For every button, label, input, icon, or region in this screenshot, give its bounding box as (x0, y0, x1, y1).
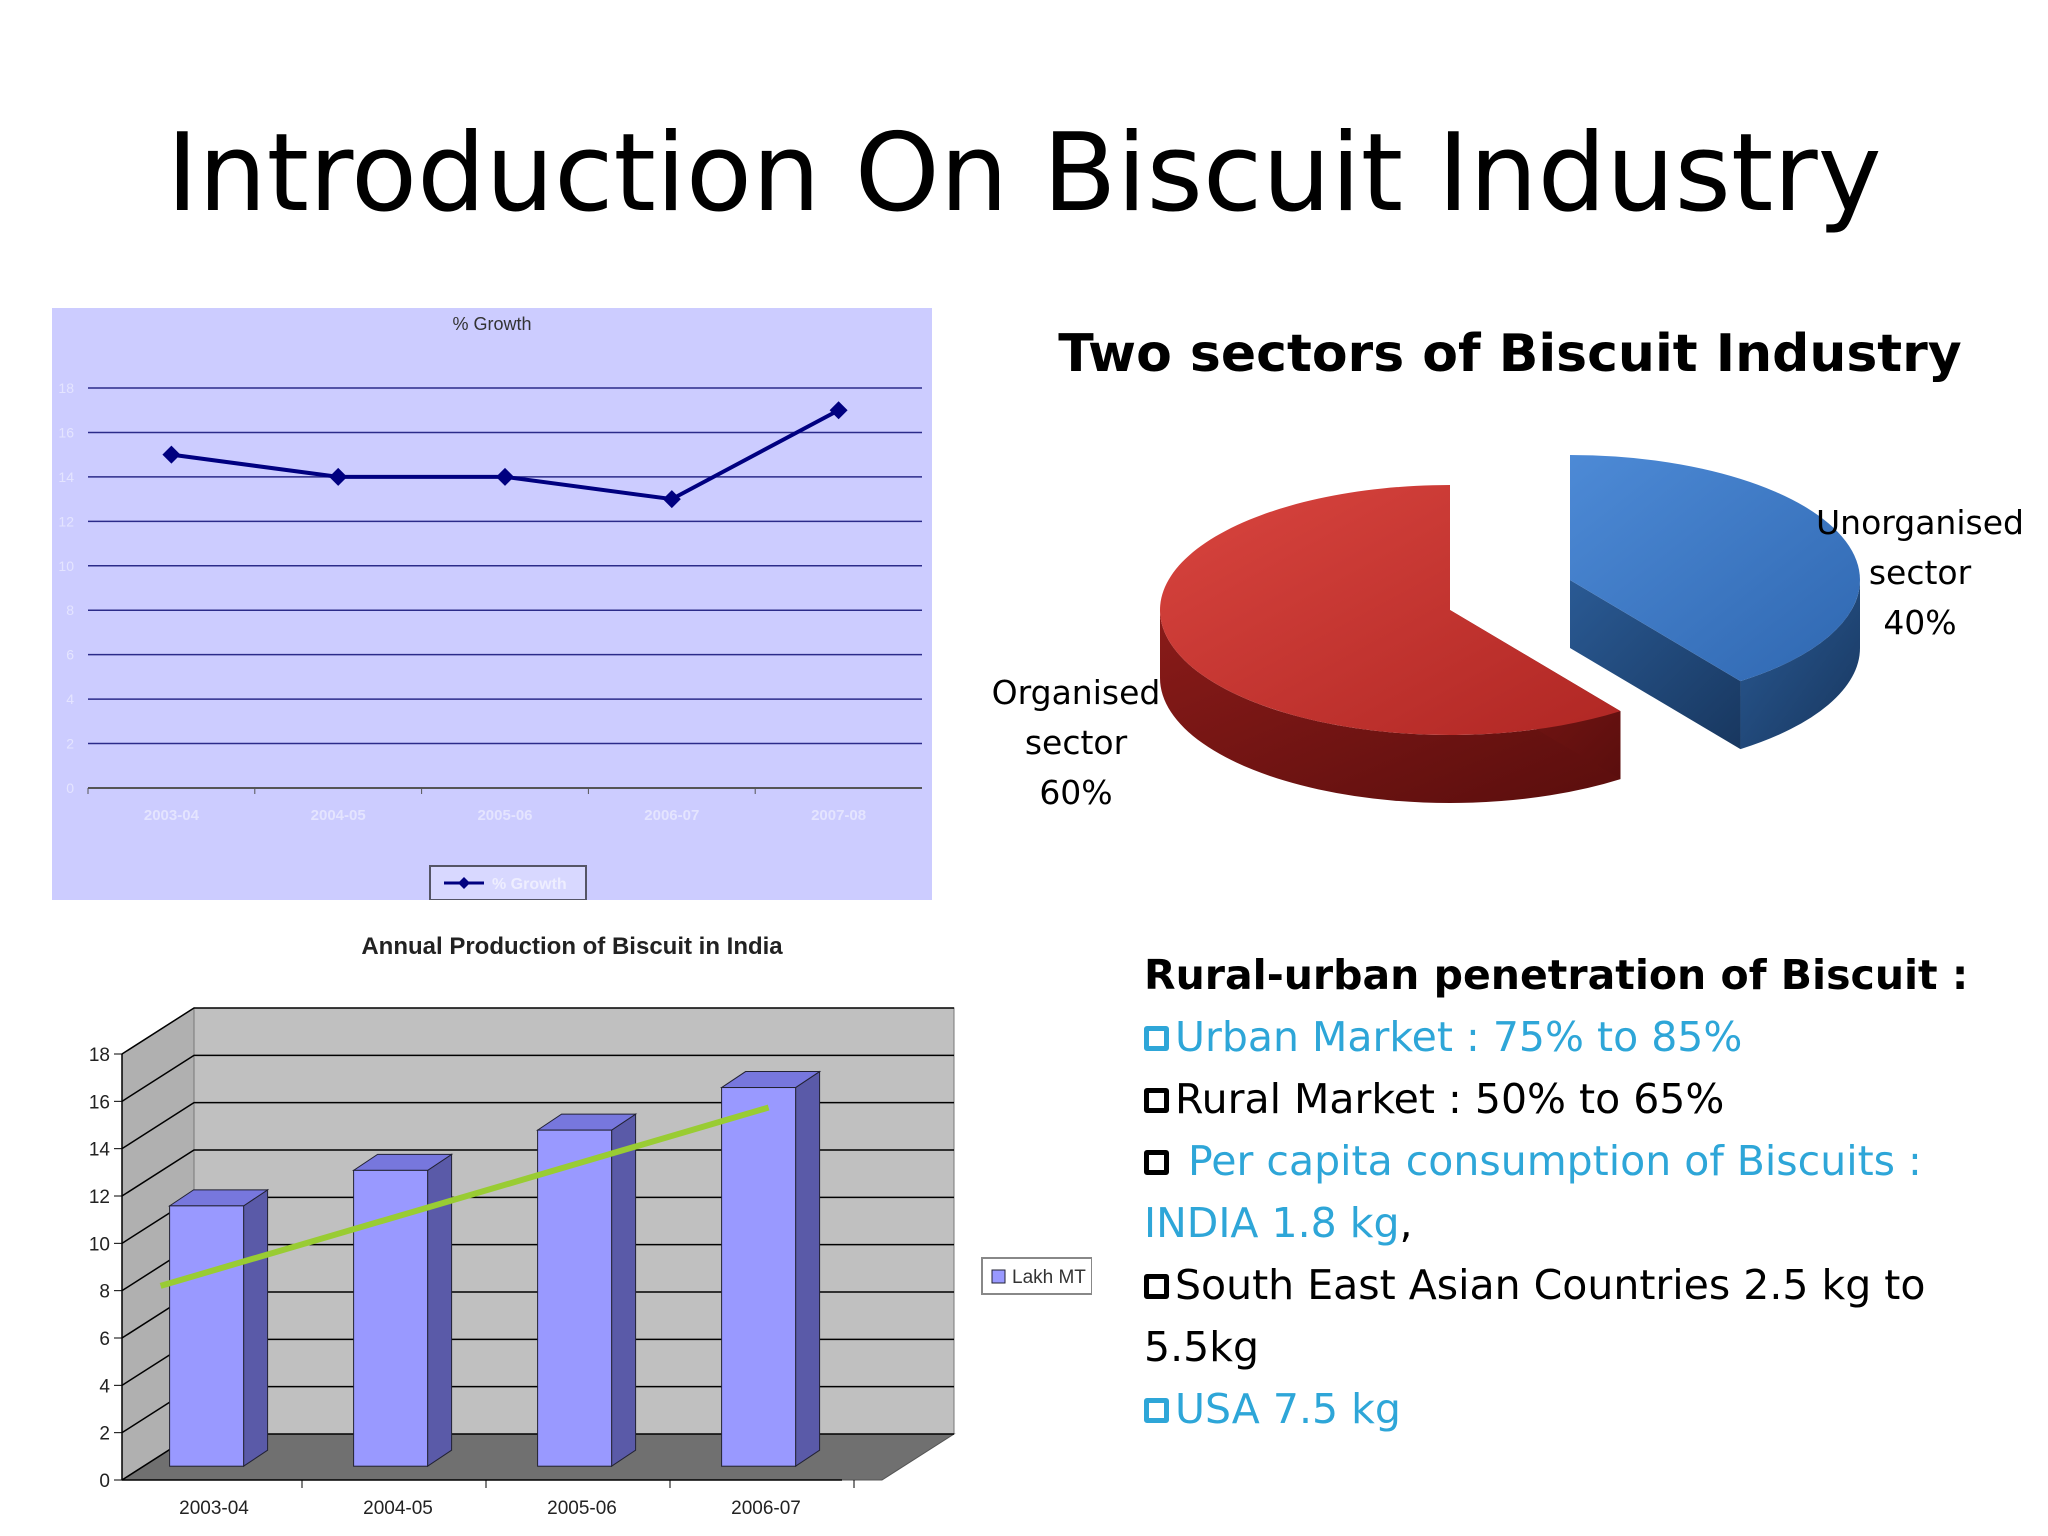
legend-swatch-icon (991, 1269, 1006, 1284)
usa-consumption-item: USA 7.5 kg (1144, 1378, 2024, 1440)
rural-market-text: Rural Market : 50% to 65% (1175, 1075, 1725, 1123)
trend-line (159, 1104, 770, 1289)
unorganised-label-line: sector (1868, 553, 1972, 592)
x-tick-label: 2007-08 (811, 807, 866, 824)
bar-side (243, 1188, 269, 1468)
india-consumption-item: INDIA 1.8 kg, (1144, 1192, 2024, 1254)
unorganised-slice-side (1570, 580, 1741, 750)
y-tick-label: 8 (99, 1282, 110, 1303)
x-tick-label: 2006-07 (731, 1498, 801, 1519)
y-tick-label: 12 (89, 1187, 110, 1208)
y-tick-label: 4 (66, 691, 74, 707)
unorganised-label-line: Unorganised (1816, 503, 2024, 542)
organised-label-line: sector (1024, 723, 1128, 762)
y-tick-label: 16 (58, 424, 74, 440)
unorganised-slice-top (1570, 455, 1860, 682)
usa-consumption-text: USA 7.5 kg (1175, 1385, 1401, 1433)
bar-side (611, 1113, 637, 1468)
y-tick-label: 8 (66, 602, 74, 618)
x-tick-label: 2004-05 (311, 807, 366, 824)
organised-label-line: Organised (991, 673, 1161, 712)
sea-consumption-cont: 5.5kg (1144, 1323, 1259, 1371)
penetration-heading: Rural-urban penetration of Biscuit : (1144, 951, 1969, 999)
unorganised-slice-side (1740, 580, 1860, 750)
checkbox-bullet-icon (1144, 1026, 1169, 1051)
gridline (121, 1149, 954, 1197)
checkbox-bullet-icon (1144, 1088, 1169, 1113)
pie-chart-title: Two sectors of Biscuit Industry (1058, 324, 1962, 384)
rural-market-item: Rural Market : 50% to 65% (1144, 1068, 2024, 1130)
chart-title: % Growth (452, 314, 531, 334)
chart-background (52, 308, 932, 900)
organised-label-value: 60% (1039, 773, 1113, 812)
checkbox-bullet-icon (1144, 1398, 1169, 1423)
comma-text: , (1399, 1199, 1413, 1247)
bar-side (795, 1070, 821, 1468)
y-tick-label: 2 (66, 736, 74, 752)
y-tick-label: 14 (58, 469, 74, 485)
legend-label: Lakh MT (1012, 1267, 1086, 1288)
growth-data-point (496, 467, 514, 486)
y-tick-label: 16 (89, 1092, 110, 1113)
urban-market-item: Urban Market : 75% to 85% (1144, 1006, 2024, 1068)
gridline (121, 1054, 954, 1102)
growth-data-point (329, 467, 348, 486)
growth-data-point (829, 401, 848, 420)
checkbox-bullet-icon (1144, 1150, 1169, 1175)
growth-data-point (162, 445, 181, 464)
y-tick-label: 4 (99, 1376, 110, 1397)
x-tick-label: 2003-04 (144, 807, 200, 824)
slide-title: Introduction On Biscuit Industry (166, 111, 1882, 236)
y-tick-label: 10 (89, 1234, 110, 1255)
y-tick-label: 6 (66, 647, 74, 663)
per-capita-item: Per capita consumption of Biscuits : (1144, 1130, 2024, 1192)
legend-label: % Growth (492, 876, 567, 893)
y-tick-label: 6 (99, 1329, 110, 1350)
y-tick-label: 2 (99, 1424, 110, 1445)
y-tick-label: 18 (58, 380, 74, 396)
urban-market-text: Urban Market : 75% to 85% (1175, 1013, 1743, 1061)
per-capita-text: Per capita consumption of Biscuits : (1188, 1137, 1922, 1185)
y-tick-label: 18 (89, 1045, 110, 1066)
growth-data-point (662, 490, 681, 509)
legend-box (981, 1257, 1092, 1295)
bar (721, 1087, 797, 1467)
y-tick-label: 14 (89, 1140, 111, 1161)
bar (537, 1129, 613, 1467)
bar (353, 1169, 429, 1467)
organised-sector-label: Organised sector 60% (976, 668, 1176, 818)
chart-title: Annual Production of Biscuit in India (361, 933, 783, 960)
sector-pie-chart (980, 440, 2040, 860)
y-tick-label: 0 (66, 780, 74, 796)
checkbox-bullet-icon (1144, 1274, 1169, 1299)
unorganised-label-value: 40% (1883, 603, 1957, 642)
sea-consumption-item: South East Asian Countries 2.5 kg to (1144, 1254, 2024, 1316)
x-tick-label: 2005-06 (477, 807, 532, 824)
organised-slice-side (1160, 610, 1621, 803)
gridline (121, 1007, 954, 1055)
x-tick-label: 2004-05 (363, 1498, 433, 1519)
sea-consumption-text: South East Asian Countries 2.5 kg to (1175, 1261, 1926, 1309)
gridline (121, 1101, 954, 1150)
y-tick-label: 0 (99, 1471, 110, 1492)
y-tick-label: 12 (58, 513, 74, 529)
legend-marker-icon (458, 877, 470, 889)
x-tick-label: 2003-04 (179, 1498, 249, 1519)
y-tick-label: 10 (58, 558, 74, 574)
penetration-text-block: Rural-urban penetration of Biscuit : Urb… (1144, 944, 2024, 1440)
x-tick-label: 2005-06 (547, 1498, 617, 1519)
india-consumption-text: INDIA 1.8 kg (1144, 1199, 1400, 1247)
x-tick-label: 2006-07 (644, 807, 699, 824)
growth-line-chart: % Growth 0 2 4 6 8 10 12 14 16 18 2003-04 2004-05 200… (52, 308, 932, 900)
bar (169, 1205, 245, 1467)
unorganised-sector-label: Unorganised sector 40% (1815, 498, 2025, 648)
organised-slice-top (1160, 485, 1621, 735)
production-bar-chart: Annual Production of Biscuit in India 0 2 4… (52, 920, 1092, 1530)
